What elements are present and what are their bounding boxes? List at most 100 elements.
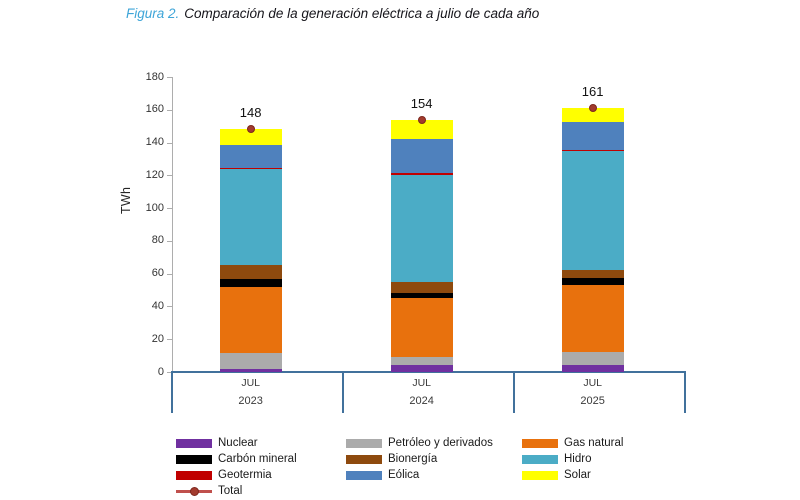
legend-swatch-icon (522, 438, 558, 448)
bar-segment-gas-natural (390, 298, 453, 357)
bar-segment-bionerg-a (561, 270, 624, 278)
y-tick-mark (167, 273, 172, 275)
bar-segment-bionerg-a (219, 265, 282, 279)
legend-item-bionerg-a: Bionergía (346, 452, 522, 466)
x-axis-month-label: JUL (241, 377, 260, 389)
bar-segment-bionerg-a (390, 282, 453, 293)
bar-total-label: 161 (581, 84, 604, 100)
legend-label: Gas natural (564, 437, 624, 449)
legend-item-solar: Solar (522, 468, 662, 482)
x-axis-year-label: 2025 (580, 395, 605, 407)
legend-item-total: Total (176, 484, 346, 498)
y-tick-label: 160 (145, 103, 164, 116)
legend-item-carb-n-mineral: Carbón mineral (176, 452, 346, 466)
total-marker (588, 104, 597, 113)
bar-segment-petr-leo-y-derivados (561, 352, 624, 365)
legend-swatch-icon (346, 470, 382, 480)
bar-segment-carb-n-mineral (561, 278, 624, 285)
y-tick-label: 40 (151, 299, 164, 312)
x-axis-baseline (171, 371, 686, 373)
y-tick-label: 0 (157, 365, 164, 378)
legend-swatch-icon (522, 470, 558, 480)
y-tick-label: 180 (145, 70, 164, 83)
bar-segment-geotermia (219, 168, 282, 169)
legend-item-hidro: Hidro (522, 452, 662, 466)
bar-segment-e-lica (561, 122, 624, 150)
y-tick-mark (167, 208, 172, 210)
bar-total-label: 148 (239, 105, 262, 121)
legend-item-geotermia: Geotermia (176, 468, 346, 482)
legend-label: Nuclear (218, 437, 258, 449)
x-axis-month-label: JUL (583, 377, 602, 389)
figure-number: Figura 2. (126, 6, 180, 21)
bar-total-label: 154 (410, 95, 433, 111)
legend-item-e-lica: Eólica (346, 468, 522, 482)
legend-label: Carbón mineral (218, 453, 297, 465)
y-tick-label: 100 (145, 201, 164, 214)
legend-label: Geotermia (218, 469, 272, 481)
figure-title: Figura 2. Comparación de la generación el… (126, 6, 539, 21)
y-tick-mark (167, 175, 172, 177)
y-axis-line (172, 77, 173, 373)
bar-segment-gas-natural (219, 287, 282, 353)
legend-label: Solar (564, 469, 591, 481)
y-tick-label: 140 (145, 136, 164, 149)
legend-label: Total (218, 485, 243, 497)
total-marker (246, 125, 255, 134)
bar-segment-solar (219, 129, 282, 145)
bar-segment-nuclear (390, 365, 453, 372)
legend-swatch-icon (522, 454, 558, 464)
legend-label: Petróleo y derivados (388, 437, 493, 449)
legend-item-nuclear: Nuclear (176, 436, 346, 450)
bar-segment-hidro (561, 151, 624, 270)
bar-segment-hidro (219, 169, 282, 265)
bar-segment-nuclear (219, 369, 282, 372)
category-divider (171, 371, 173, 413)
y-tick-label: 20 (151, 332, 164, 345)
x-axis-year-label: 2024 (409, 395, 434, 407)
category-divider (513, 371, 515, 413)
legend-swatch-icon (346, 438, 382, 448)
bar-segment-solar (390, 120, 453, 139)
legend-label: Eólica (388, 469, 420, 481)
y-tick-mark (167, 109, 172, 111)
y-tick-mark (167, 240, 172, 242)
legend-swatch-icon (176, 470, 212, 480)
bar-segment-geotermia (561, 150, 624, 151)
y-tick-label: 80 (151, 234, 164, 247)
legend-total-marker-icon (176, 486, 212, 496)
bar-segment-solar (561, 108, 624, 122)
legend-label: Hidro (564, 453, 592, 465)
legend-label: Bionergía (388, 453, 438, 465)
y-tick-label: 120 (145, 168, 164, 181)
legend-swatch-icon (176, 454, 212, 464)
category-divider (342, 371, 344, 413)
x-axis-year-label: 2023 (238, 395, 263, 407)
category-divider (684, 371, 686, 413)
legend-swatch-icon (346, 454, 382, 464)
figure-title-text: Comparación de la generación eléctrica a… (184, 6, 540, 21)
y-tick-mark (167, 142, 172, 144)
bar-segment-carb-n-mineral (219, 279, 282, 287)
bar-segment-carb-n-mineral (390, 293, 453, 298)
bar-segment-e-lica (390, 139, 453, 173)
bar-segment-geotermia (390, 173, 453, 175)
y-tick-label: 60 (151, 267, 164, 280)
bar-segment-gas-natural (561, 285, 624, 352)
y-tick-mark (167, 77, 172, 78)
bar-segment-nuclear (561, 365, 624, 372)
y-tick-mark (167, 339, 172, 341)
chart-legend: Nuclear Petróleo y derivados Gas natural Ca… (176, 436, 662, 498)
total-marker (417, 115, 426, 124)
x-axis-month-label: JUL (412, 377, 431, 389)
legend-item-gas-natural: Gas natural (522, 436, 662, 450)
bar-segment-e-lica (219, 145, 282, 168)
y-tick-mark (167, 372, 172, 373)
bar-segment-petr-leo-y-derivados (390, 357, 453, 365)
legend-item-petr-leo-y-derivados: Petróleo y derivados (346, 436, 522, 450)
legend-swatch-icon (176, 438, 212, 448)
bar-segment-petr-leo-y-derivados (219, 353, 282, 369)
y-tick-mark (167, 306, 172, 308)
bar-segment-hidro (390, 175, 453, 282)
